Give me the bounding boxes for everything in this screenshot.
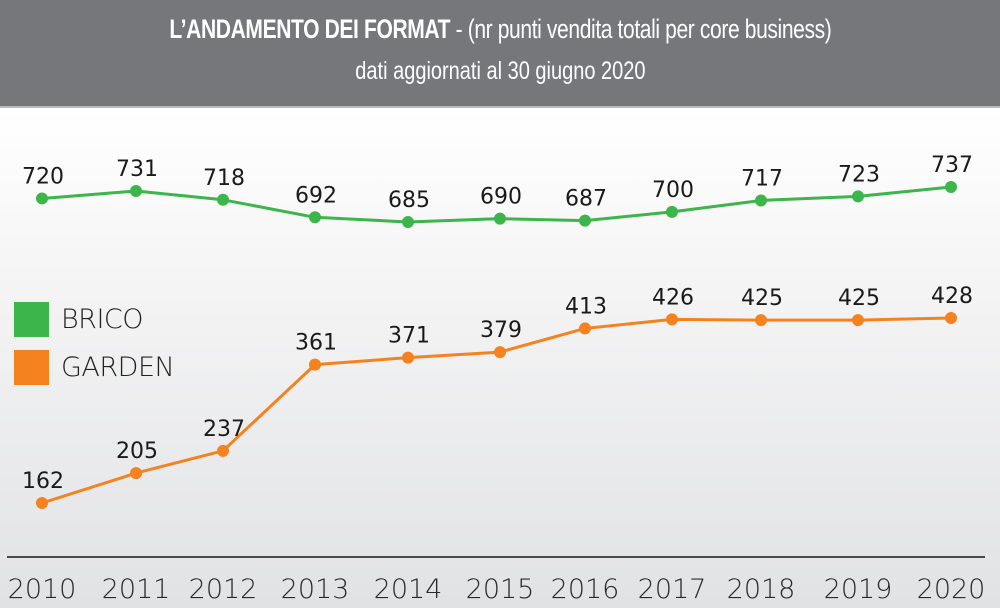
- data-label-brico: 690: [480, 185, 522, 210]
- data-point-garden: [402, 351, 414, 364]
- chart-header: L’ANDAMENTO DEI FORMAT - (nr punti vendi…: [0, 0, 1000, 108]
- series-line-garden: [41, 316, 952, 505]
- data-point-garden: [494, 346, 506, 359]
- data-point-brico: [130, 185, 142, 198]
- x-tick-label: 2017: [638, 574, 707, 605]
- data-point-brico: [945, 181, 957, 193]
- x-tick-label: 2018: [727, 574, 796, 605]
- data-label-garden: 379: [480, 318, 522, 343]
- legend: BRICO GARDEN: [14, 295, 175, 391]
- title-main: L’ANDAMENTO DEI FORMAT: [168, 14, 450, 44]
- legend-label-brico: BRICO: [61, 303, 144, 335]
- data-point-brico: [36, 192, 48, 205]
- data-label-brico: 720: [22, 164, 64, 189]
- data-point-brico: [666, 205, 678, 218]
- data-label-brico: 685: [388, 188, 430, 213]
- x-tick-label: 2014: [374, 574, 443, 605]
- data-point-garden: [755, 314, 767, 327]
- data-label-brico: 723: [838, 162, 880, 187]
- data-point-garden: [666, 313, 678, 326]
- data-label-garden: 361: [295, 331, 337, 356]
- data-point-brico: [402, 216, 414, 228]
- data-point-garden: [579, 322, 591, 335]
- data-label-garden: 425: [838, 286, 880, 311]
- data-label-brico: 717: [741, 166, 783, 191]
- data-label-garden: 425: [741, 286, 783, 311]
- x-tick-label: 2011: [102, 574, 171, 605]
- data-label-brico: 687: [565, 187, 607, 212]
- data-label-garden: 413: [565, 294, 607, 319]
- chart-subtitle: dati aggiornati al 30 giugno 2020: [0, 57, 1000, 86]
- legend-swatch-brico: [14, 301, 49, 337]
- x-tick-label: 2015: [466, 574, 535, 605]
- data-point-garden: [36, 497, 48, 509]
- data-point-garden: [945, 312, 957, 324]
- legend-item-garden: GARDEN: [14, 343, 175, 391]
- data-label-brico: 731: [116, 157, 158, 182]
- legend-label-garden: GARDEN: [61, 351, 175, 383]
- data-point-brico: [579, 214, 591, 227]
- data-label-brico: 718: [203, 166, 245, 191]
- data-point-garden: [309, 358, 321, 371]
- data-label-brico: 692: [295, 183, 337, 208]
- data-label-garden: 205: [116, 439, 158, 464]
- data-point-garden: [130, 467, 142, 480]
- data-point-brico: [852, 190, 864, 203]
- x-tick-label: 2020: [917, 574, 986, 605]
- data-label-garden: 371: [388, 324, 430, 349]
- data-label-brico: 700: [652, 178, 694, 203]
- data-point-brico: [755, 194, 767, 207]
- data-point-garden: [852, 314, 864, 327]
- chart-title: L’ANDAMENTO DEI FORMAT - (nr punti vendi…: [0, 14, 1000, 45]
- data-point-brico: [217, 193, 229, 206]
- legend-swatch-garden: [14, 349, 49, 385]
- data-label-garden: 237: [203, 417, 245, 442]
- x-tick-label: 2013: [281, 574, 350, 605]
- data-label-brico: 737: [931, 153, 973, 178]
- legend-item-brico: BRICO: [14, 295, 174, 343]
- data-label-garden: 426: [652, 285, 694, 310]
- subtitle-text: dati aggiornati al 30 giugno 2020: [354, 57, 646, 85]
- data-point-brico: [309, 211, 321, 224]
- data-label-garden: 162: [22, 469, 64, 494]
- data-label-garden: 428: [931, 284, 973, 309]
- data-point-garden: [217, 444, 229, 457]
- title-rest: - (nr punti vendita totali per core busi…: [449, 14, 832, 44]
- x-tick-label: 2010: [8, 574, 77, 605]
- x-tick-label: 2019: [824, 574, 893, 605]
- x-tick-label: 2016: [551, 574, 620, 605]
- data-point-brico: [494, 212, 506, 225]
- x-tick-label: 2012: [189, 574, 258, 605]
